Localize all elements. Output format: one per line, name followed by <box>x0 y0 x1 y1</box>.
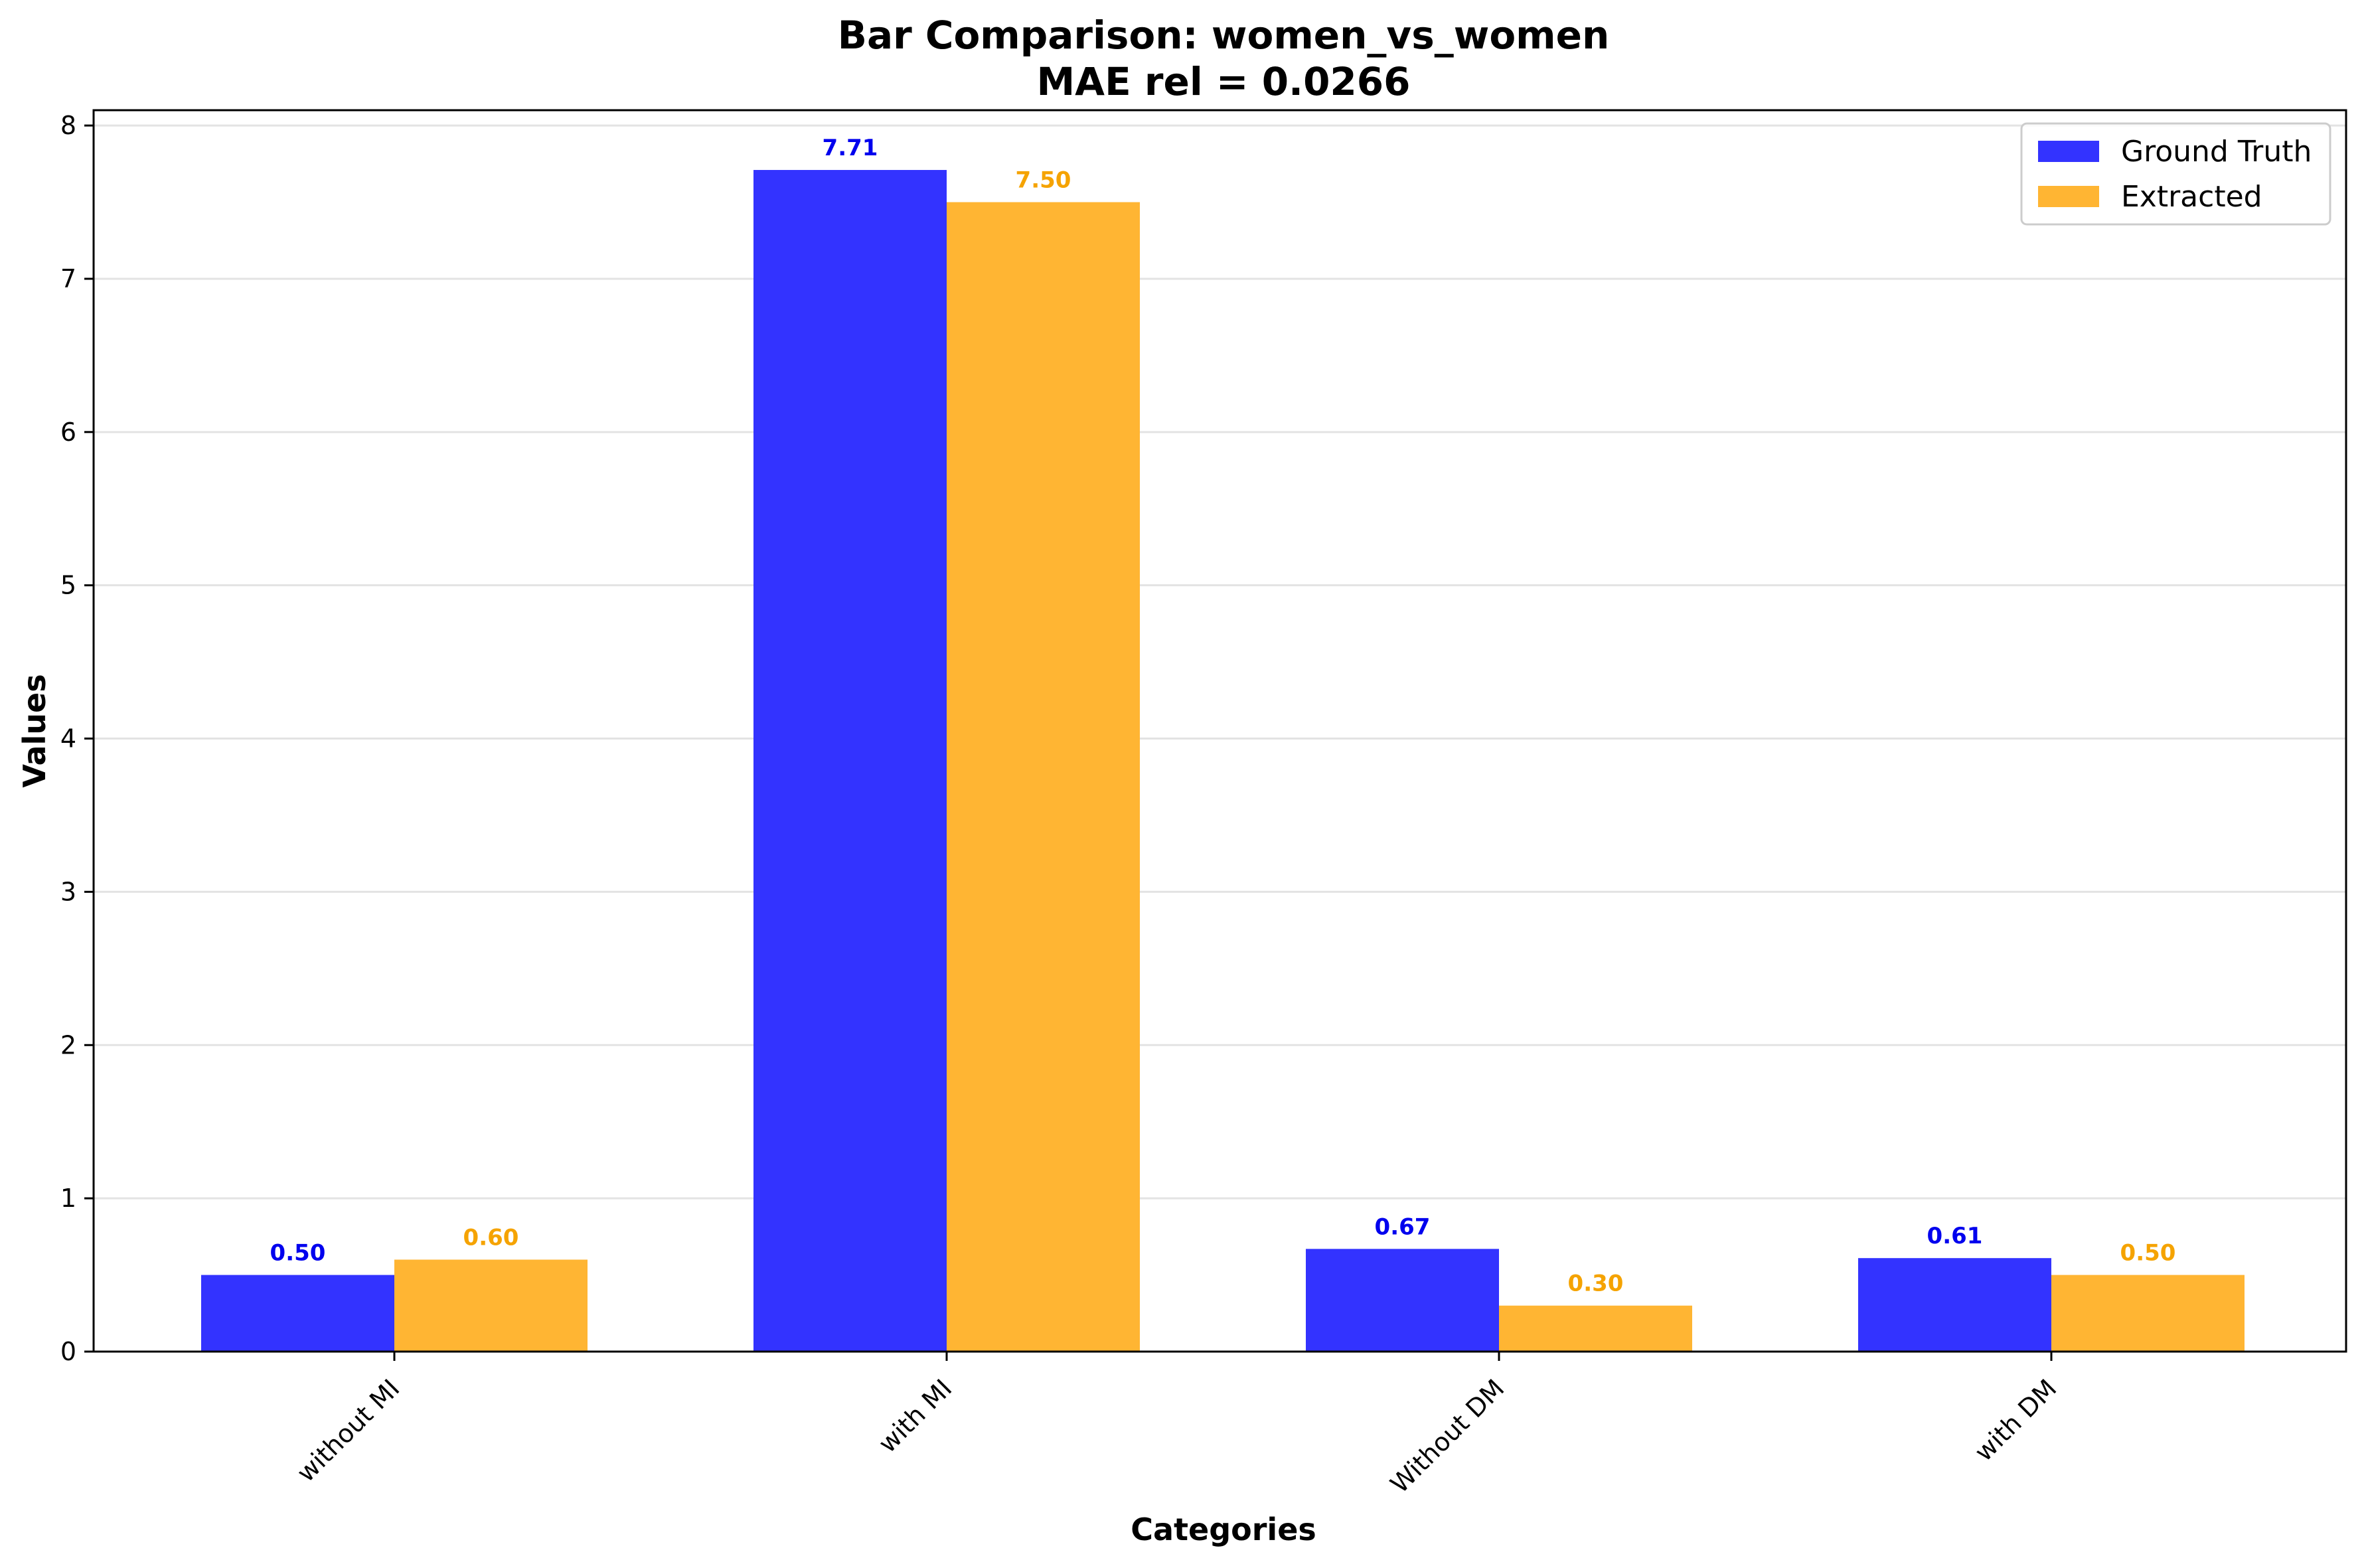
data-label-extracted: 0.60 <box>463 1224 519 1251</box>
y-tick-label: 3 <box>60 877 76 906</box>
data-label-extracted: 0.30 <box>1568 1271 1624 1297</box>
data-label-extracted: 7.50 <box>1016 167 1071 194</box>
bars <box>201 170 2245 1352</box>
y-tick-label: 5 <box>60 571 76 600</box>
plot-frame <box>92 109 2347 1353</box>
bar-extracted <box>2051 1275 2245 1352</box>
x-axis: without MI with MI Without DM with DM <box>291 1352 2063 1499</box>
grid-lines <box>94 124 2346 1353</box>
y-axis-label: Values <box>17 674 52 787</box>
legend-label-extracted: Extracted <box>2121 180 2262 214</box>
bar-extracted <box>394 1259 588 1352</box>
data-label-ground-truth: 7.71 <box>823 135 878 161</box>
data-label-ground-truth: 0.50 <box>270 1240 326 1267</box>
x-axis-label: Categories <box>1131 1512 1316 1547</box>
x-tick-label: without MI <box>291 1373 406 1488</box>
bar-extracted <box>947 202 1140 1352</box>
bar-extracted <box>1499 1305 1692 1352</box>
y-tick-label: 6 <box>60 418 76 447</box>
y-tick-label: 0 <box>60 1337 76 1366</box>
x-tick-label: with DM <box>1969 1373 2063 1467</box>
x-tick-label: Without DM <box>1385 1373 1510 1499</box>
legend: Ground Truth Extracted <box>2020 122 2331 226</box>
data-label-ground-truth: 0.61 <box>1927 1223 1983 1249</box>
data-label-extracted: 0.50 <box>2120 1240 2176 1267</box>
data-labels: 0.50 7.71 0.67 0.61 0.60 7.50 0.30 0.50 <box>270 135 2176 1297</box>
y-tick-label: 4 <box>60 724 76 753</box>
bar-ground-truth <box>753 170 947 1352</box>
legend-swatch-ground-truth <box>2038 141 2099 162</box>
y-tick-label: 7 <box>60 264 76 293</box>
chart-title: Bar Comparison: women_vs_women <box>838 13 1610 58</box>
y-tick-label: 1 <box>60 1184 76 1213</box>
y-tick-label: 8 <box>60 111 76 140</box>
chart-subtitle: MAE rel = 0.0266 <box>1036 59 1410 104</box>
y-tick-label: 2 <box>60 1030 76 1059</box>
y-axis: 0 1 2 3 4 5 6 7 8 <box>60 111 94 1366</box>
bar-ground-truth <box>201 1275 394 1352</box>
bar-ground-truth <box>1858 1258 2051 1352</box>
bar-ground-truth <box>1306 1249 1499 1352</box>
legend-label-ground-truth: Ground Truth <box>2121 135 2312 169</box>
legend-swatch-extracted <box>2038 186 2099 207</box>
x-tick-label: with MI <box>873 1373 958 1458</box>
data-label-ground-truth: 0.67 <box>1375 1214 1431 1240</box>
